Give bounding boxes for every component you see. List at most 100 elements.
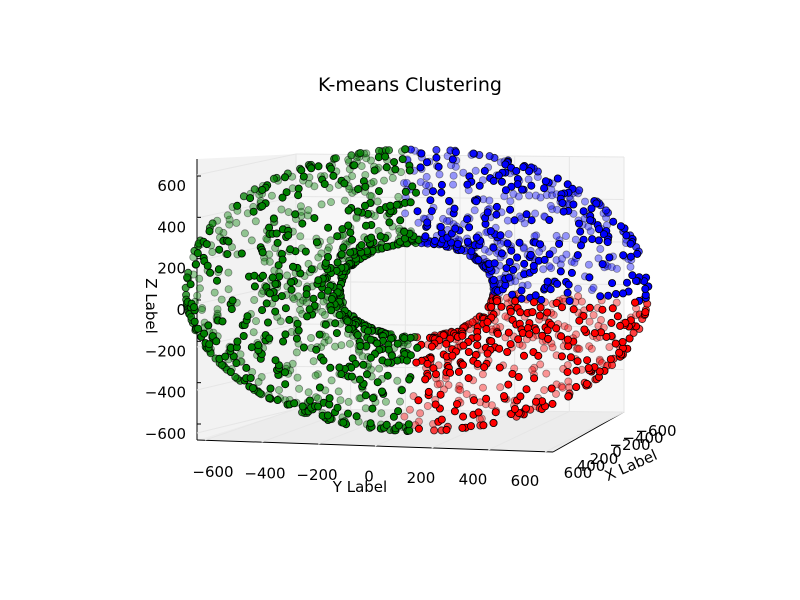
scatter-point (452, 400, 461, 409)
scatter-point (314, 253, 323, 262)
scatter-point (548, 343, 557, 352)
scatter-point (543, 277, 552, 286)
scatter-point (396, 216, 405, 225)
scatter-point (304, 388, 313, 397)
scatter-point (294, 184, 303, 193)
scatter-point (483, 349, 492, 358)
scatter-point (273, 238, 282, 247)
scatter-point (612, 264, 621, 273)
scatter-point (522, 210, 531, 219)
scatter-point (309, 294, 318, 303)
scatter-point (558, 254, 567, 263)
scatter-point (451, 148, 460, 157)
scatter-point (232, 359, 241, 368)
x-tick-label: −200 (609, 436, 650, 454)
scatter-point (295, 384, 304, 393)
scatter-point (442, 339, 451, 348)
scatter-point (360, 201, 369, 210)
scatter-point (279, 337, 288, 346)
scatter-point (317, 291, 326, 300)
scatter-point (320, 310, 329, 319)
scatter-point (582, 379, 591, 388)
scatter-point (361, 391, 370, 400)
scatter-point (228, 296, 237, 305)
scatter-point (581, 197, 590, 206)
scatter-point (473, 333, 482, 342)
scatter-point (506, 340, 515, 349)
scatter-point (596, 244, 605, 253)
scatter-point (249, 207, 258, 216)
scatter-point (298, 296, 307, 305)
scatter-point (522, 385, 531, 394)
scatter-point (319, 356, 328, 365)
scatter-point (398, 155, 407, 164)
scatter-point (186, 280, 195, 289)
scatter-point (280, 173, 289, 182)
scatter-point (480, 363, 489, 372)
scatter-point (287, 278, 296, 287)
scatter-point (294, 292, 303, 301)
scatter-point (511, 277, 520, 286)
scatter-point (353, 330, 362, 339)
scatter-point (339, 243, 348, 252)
scatter-point (219, 228, 228, 237)
scatter-point (442, 425, 451, 434)
scatter-point (338, 225, 347, 234)
scatter-point (563, 335, 572, 344)
scatter-point (528, 365, 537, 374)
scatter-point (540, 386, 549, 395)
scatter-point (302, 290, 311, 299)
scatter-point (625, 334, 634, 343)
scatter-point (496, 231, 505, 240)
scatter-point (352, 214, 361, 223)
scatter-point (497, 302, 506, 311)
scatter-point (529, 261, 538, 270)
scatter-point (572, 330, 581, 339)
scatter-point (237, 249, 246, 258)
scatter-point (226, 367, 235, 376)
scatter-point (507, 246, 516, 255)
scatter-point (605, 342, 614, 351)
scatter-point (497, 177, 506, 186)
scatter-point (487, 337, 496, 346)
scatter-point (204, 321, 213, 330)
scatter-point (373, 197, 382, 206)
scatter-point (552, 256, 561, 265)
scatter-point (569, 200, 578, 209)
scatter-point (466, 422, 475, 431)
scatter-point (503, 216, 512, 225)
scatter-point (225, 215, 234, 224)
scatter-point (539, 265, 548, 274)
scatter-point (557, 332, 566, 341)
scatter-point (564, 324, 573, 333)
scatter-point (503, 347, 512, 356)
scatter-point (281, 380, 290, 389)
scatter-point (572, 344, 581, 353)
scatter-point (327, 295, 336, 304)
scatter-point (304, 206, 313, 215)
scatter-point (403, 340, 412, 349)
scatter-point (288, 262, 297, 271)
scatter-point (487, 401, 496, 410)
scatter-point (575, 344, 584, 353)
scatter-point (344, 221, 353, 230)
scatter-point (512, 166, 521, 175)
scatter-point (603, 238, 612, 247)
scatter-point (390, 158, 399, 167)
scatter-point (563, 180, 572, 189)
scatter-point (519, 163, 528, 172)
scatter-point (265, 289, 274, 298)
scatter-point (541, 177, 550, 186)
scatter-point (369, 177, 378, 186)
scatter-point (462, 390, 471, 399)
scatter-point (442, 216, 451, 225)
scatter-point (307, 265, 316, 274)
scatter-point (469, 396, 478, 405)
scatter-point (273, 395, 282, 404)
scatter-point (563, 288, 572, 297)
scatter-point (236, 350, 245, 359)
scatter-point (278, 193, 287, 202)
scatter-point (203, 261, 212, 270)
scatter-point (478, 370, 487, 379)
